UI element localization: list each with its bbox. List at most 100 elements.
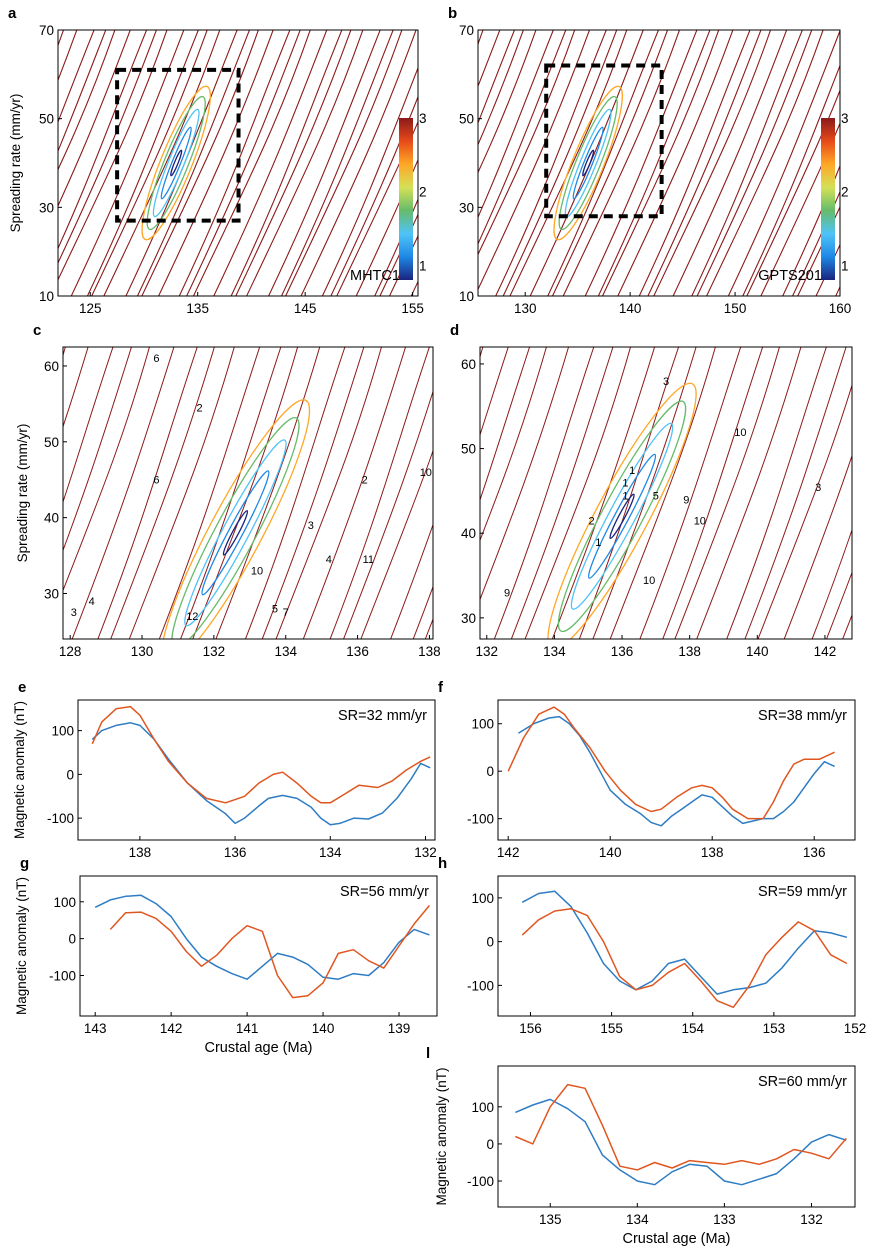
contour-line [180,347,282,639]
plot-frame [497,1065,856,1208]
contour-line [662,347,764,639]
plot-frame [62,346,434,640]
y-tick-label: 100 [471,717,494,732]
misfit-contour [558,95,618,231]
line-panel-g: g 143 142 141 140 139 100 0 -100 Magnetic anomaly… [14,855,438,1056]
contour-panel-c: c 128 130 132 134 136 138 30 40 50 60 Spreading rat… [0,322,441,659]
x-tick-label: 134 [543,644,566,659]
contour-line [547,30,660,296]
colorbar-tick-label: 3 [841,111,849,126]
contour-value-label: 3 [308,520,314,532]
x-tick-label: 130 [514,301,537,316]
contour-line [110,347,215,639]
contour-line [578,347,680,639]
contour-line [58,30,107,153]
contour-line [192,347,299,639]
contour-line [647,30,762,296]
contour-line [478,30,537,174]
x-tick-label: 136 [224,845,247,860]
contour-line [529,30,644,296]
plot-frame [57,29,419,297]
y-tick-label: 100 [471,891,494,906]
y-tick-label: 70 [39,23,54,38]
contour-panel-a: a 125 135 145 155 10 30 50 70 Spreading rate (mm/… [8,5,427,316]
contour-value-label: 11 [363,554,374,566]
y-tick-label: 0 [486,1137,494,1152]
y-tick-label: 40 [461,526,476,541]
misfit-contour [170,149,183,177]
x-tick-label: 136 [803,845,826,860]
contour-line [653,30,772,296]
model-anomaly-line [91,705,431,804]
contour-line [268,30,381,296]
y-axis-label: Magnetic anomaly (nT) [434,1067,449,1205]
contour-line [213,30,328,296]
contour-line [58,30,168,282]
panel-letter: c [33,322,41,339]
model-anomaly-line [109,905,430,999]
contour-panel-b: b 130 140 150 160 10 30 50 70 GPTS2012 1 2 3 [448,5,852,316]
contour-line [285,30,403,296]
x-tick-label: 152 [844,1021,867,1036]
misfit-contour [184,439,287,627]
sr-annotation: SR=56 mm/yr [340,884,429,900]
x-tick-label: 130 [131,644,154,659]
x-tick-label: 160 [829,301,852,316]
contour-line [672,30,788,296]
x-tick-label: 132 [414,845,437,860]
contour-value-label: 6 [153,353,159,365]
line-panel-f: f 142 140 138 136 100 0 -100 SR=38 mm/yr [438,679,856,860]
misfit-contour [609,493,635,540]
contour-line [374,198,418,296]
misfit-contour [570,422,674,610]
x-tick-label: 138 [701,845,724,860]
contour-line [58,30,131,208]
plot-frame [477,29,841,297]
y-tick-label: 30 [39,200,54,215]
x-tick-label: 155 [401,301,424,316]
contour-line [727,30,840,296]
contour-line [826,571,852,639]
panel-letter: d [450,322,459,339]
contour-line [91,30,208,296]
x-tick-label: 132 [203,644,226,659]
misfit-contour [141,85,211,241]
contour-line [63,347,89,429]
x-tick-label: 138 [418,644,441,659]
contour-value-label: 6 [153,475,159,487]
observed-anomaly-line [94,894,430,980]
panel-letter: l [426,1045,430,1062]
y-tick-label: 30 [459,200,474,215]
x-tick-label: 135 [539,1212,562,1227]
contour-line [63,347,114,504]
contour-line [280,30,394,296]
y-tick-label: 60 [461,357,476,372]
y-tick-label: 50 [44,435,59,450]
contour-line [343,390,433,639]
contour-line [742,64,840,296]
x-tick-label: 141 [236,1021,259,1036]
contour-line [58,30,116,171]
contour-line [275,347,382,639]
x-tick-label: 139 [388,1021,411,1036]
contour-line [811,528,852,639]
misfit-contour [547,382,697,639]
contour-value-label: 5 [272,603,278,615]
contour-line [0,343,4,643]
contour-line [782,164,840,296]
contour-line [478,30,567,246]
contour-line [360,449,433,639]
y-tick-label: 100 [53,895,76,910]
model-anomaly-line [515,1083,847,1171]
contour-value-label: 1 [622,490,628,502]
contour-value-label: 1 [629,465,635,477]
contour-line [478,30,516,125]
x-tick-label: 155 [600,1021,623,1036]
x-tick-label: 140 [746,644,769,659]
contour-value-label: 10 [734,427,746,439]
contour-line [592,347,697,639]
x-tick-label: 153 [763,1021,786,1036]
x-tick-label: 140 [312,1021,335,1036]
contour-line [509,30,628,296]
